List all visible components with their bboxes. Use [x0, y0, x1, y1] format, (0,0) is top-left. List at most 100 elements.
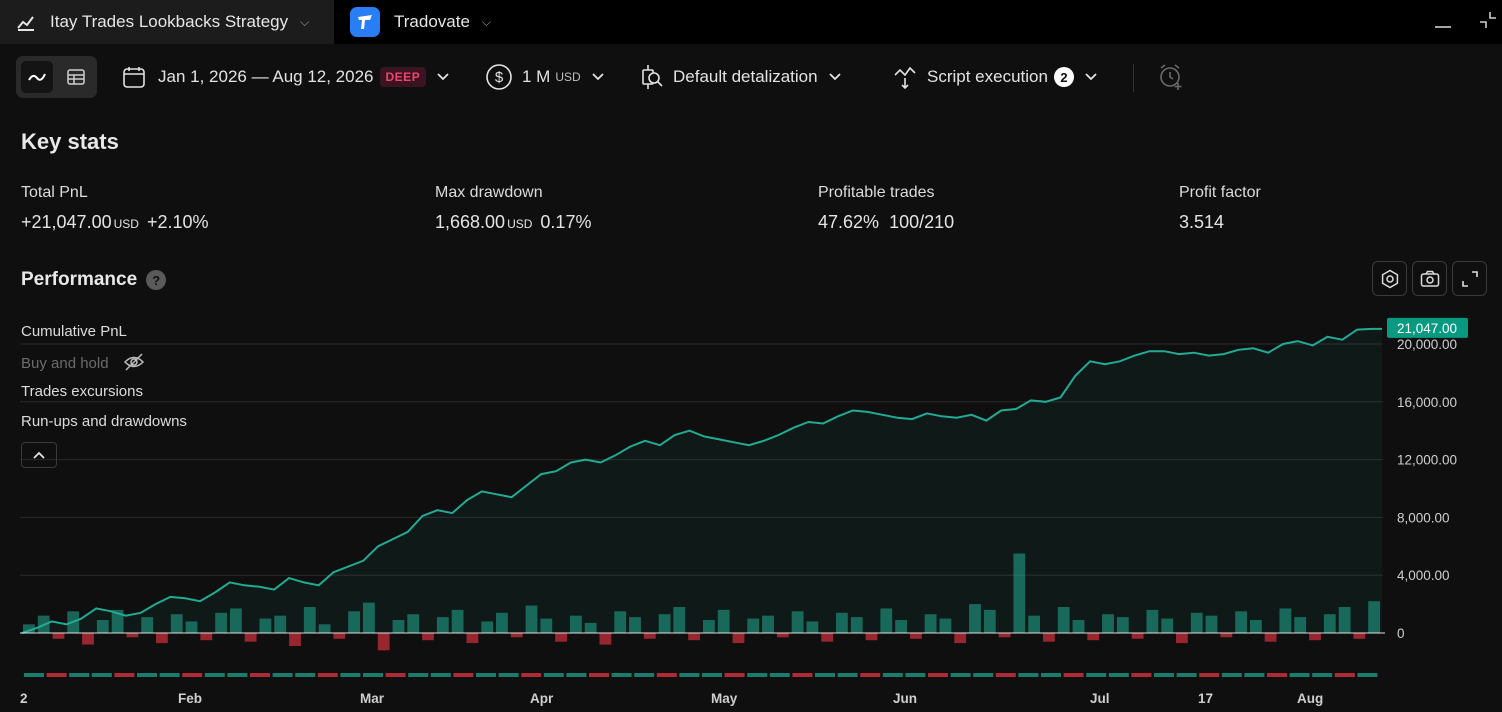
trade-bar [703, 619, 715, 633]
trade-bar [1028, 615, 1040, 633]
trade-bar [880, 608, 893, 634]
trade-bar [762, 615, 774, 633]
legend-trades-excursions[interactable]: Trades excursions [21, 383, 143, 400]
run-up-drawdown-mark [1108, 673, 1129, 677]
tab-broker[interactable]: Tradovate ⌵ [334, 0, 532, 44]
run-up-drawdown-mark [159, 673, 180, 677]
run-up-drawdown-mark [69, 673, 90, 677]
chevron-down-icon [828, 73, 841, 81]
chevron-down-icon[interactable]: ⌵ [300, 14, 310, 29]
trade-bar [732, 633, 745, 644]
trade-bar [141, 617, 154, 634]
legend-run-ups-drawdowns[interactable]: Run-ups and drawdowns [21, 413, 187, 430]
run-up-drawdown-mark [24, 673, 44, 677]
trade-bar [52, 633, 65, 639]
trade-bar [126, 633, 139, 638]
legend-cumulative-pnl[interactable]: Cumulative PnL [21, 323, 127, 340]
trade-bar [850, 617, 863, 634]
minimize-icon[interactable] [1434, 10, 1452, 35]
trade-bar [451, 609, 464, 633]
run-up-drawdown-mark [928, 673, 948, 677]
stat-value: +21,047.00 [21, 212, 112, 232]
y-axis-panel [1383, 300, 1502, 712]
capital-selector[interactable]: $ 1 M USD [485, 56, 605, 98]
trade-bar [821, 633, 834, 642]
run-up-drawdown-mark [882, 673, 903, 677]
restore-icon[interactable] [1478, 10, 1498, 35]
candle-search-icon [642, 65, 663, 89]
run-up-drawdown-mark [905, 673, 926, 677]
run-up-drawdown-mark [295, 673, 316, 677]
table-view-button[interactable] [60, 61, 92, 93]
detalization-selector[interactable]: Default detalization [640, 56, 842, 98]
trade-bar [274, 615, 287, 633]
run-up-drawdown-mark [227, 673, 248, 677]
script-execution-icon [894, 66, 916, 90]
run-up-drawdown-mark [543, 673, 564, 677]
y-tick-label: 12,000.00 [1397, 453, 1457, 468]
camera-icon [1420, 270, 1439, 287]
calendar-icon [123, 67, 145, 88]
trade-bar [1250, 619, 1262, 633]
x-tick-label: Feb [178, 691, 202, 706]
run-up-drawdown-mark [1312, 673, 1333, 677]
chart-view-button[interactable] [21, 61, 53, 93]
run-up-drawdown-mark [566, 673, 587, 677]
run-up-drawdown-mark [91, 673, 112, 677]
svg-text:$: $ [495, 69, 504, 86]
run-up-drawdown-mark [1334, 673, 1355, 677]
tab-strategy[interactable]: Itay Trades Lookbacks Strategy ⌵ [0, 0, 334, 44]
trade-bar [1264, 633, 1277, 642]
trade-bar [185, 621, 198, 634]
help-icon[interactable]: ? [146, 270, 167, 290]
chevron-down-icon[interactable]: ⌵ [481, 14, 492, 29]
settings-button[interactable] [1372, 261, 1407, 296]
snapshot-button[interactable] [1412, 261, 1447, 296]
trade-bar [1205, 615, 1218, 633]
trade-bar [82, 633, 94, 645]
run-up-drawdown-mark [815, 673, 835, 677]
trade-bar [1146, 609, 1159, 633]
x-tick-label: 17 [1198, 691, 1213, 706]
run-up-drawdown-mark [317, 673, 338, 677]
trade-bar [791, 611, 804, 634]
run-up-drawdown-mark [1221, 673, 1242, 677]
date-range-selector[interactable]: Jan 1, 2026 — Aug 12, 2026 DEEP [122, 56, 450, 98]
run-up-drawdown-mark [363, 673, 383, 677]
gear-icon [1381, 269, 1398, 288]
trade-bar [510, 633, 523, 638]
run-up-drawdown-mark [272, 673, 293, 677]
run-up-drawdown-mark [860, 673, 881, 677]
x-tick-label: Apr [530, 691, 554, 706]
trade-bar [643, 633, 656, 639]
run-up-drawdown-mark [1267, 673, 1287, 677]
add-alert-button[interactable] [1157, 56, 1185, 98]
performance-chart[interactable]: 20,000.00 16,000.00 12,000.00 8,000.00 4,000… [0, 300, 1502, 712]
tradovate-logo-icon [350, 7, 380, 37]
trade-bar [1279, 608, 1292, 634]
run-up-drawdown-mark [724, 673, 745, 677]
legend-buy-and-hold[interactable]: Buy and hold [21, 353, 145, 372]
trade-bar [570, 615, 582, 633]
run-up-drawdown-mark [476, 673, 496, 677]
tab-broker-label: Tradovate [394, 12, 470, 31]
eye-off-icon[interactable] [123, 353, 145, 371]
trade-bar [540, 618, 553, 633]
trade-bar [658, 614, 671, 634]
collapse-legend-button[interactable] [21, 442, 57, 468]
stat-unit: USD [507, 217, 533, 231]
performance-title: Performance ? [21, 269, 167, 291]
capital-unit: USD [555, 70, 581, 84]
script-execution-selector[interactable]: Script execution 2 [893, 56, 1098, 98]
expand-icon [1461, 270, 1478, 287]
stat-extra: 0.17% [540, 212, 592, 232]
trade-bar [1338, 606, 1351, 633]
run-up-drawdown-mark [204, 673, 225, 677]
run-up-drawdown-mark [1289, 673, 1310, 677]
trade-bar [1235, 611, 1247, 634]
deep-badge: DEEP [379, 67, 427, 87]
run-up-drawdown-mark [1018, 673, 1039, 677]
fullscreen-button[interactable] [1452, 261, 1487, 296]
trade-bar [924, 614, 937, 634]
last-value-label: 21,047.00 [1397, 321, 1457, 336]
